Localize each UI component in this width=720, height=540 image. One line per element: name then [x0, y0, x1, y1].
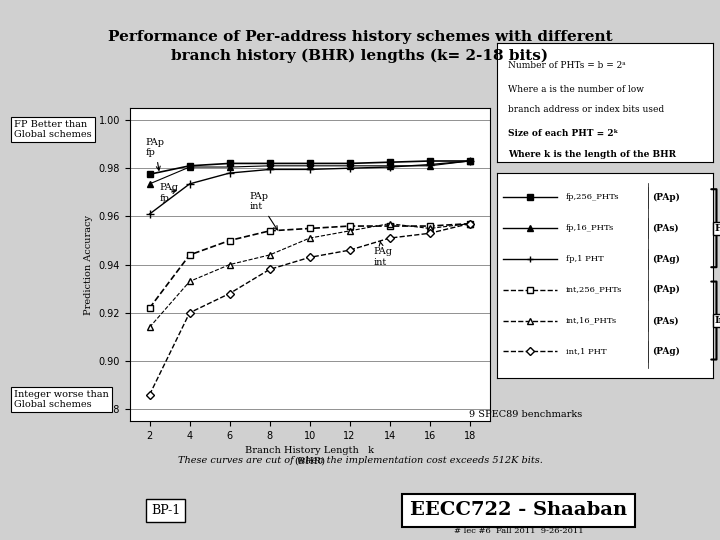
- fp,1 PHT (PAg): [265, 166, 274, 173]
- Text: Integer worse than
Global schemes: Integer worse than Global schemes: [14, 390, 109, 409]
- int,256_PHTs (PAp): [346, 223, 354, 230]
- Line: int,256_PHTs (PAp): int,256_PHTs (PAp): [146, 220, 473, 312]
- int,256_PHTs (PAp): [225, 237, 234, 244]
- fp,16_PHTs (PAs): [185, 164, 194, 170]
- fp,256_PHTs (PAp): [185, 163, 194, 169]
- Text: fp,1 PHT: fp,1 PHT: [566, 255, 603, 263]
- fp,1 PHT (PAg): [426, 161, 434, 168]
- Text: Performance of Per-address history schemes with different: Performance of Per-address history schem…: [108, 30, 612, 44]
- Text: BP-1: BP-1: [151, 504, 180, 517]
- fp,256_PHTs (PAp): [305, 160, 314, 167]
- fp,256_PHTs (PAp): [346, 160, 354, 167]
- fp,256_PHTs (PAp): [145, 171, 154, 178]
- int,16_PHTs (PAs): [225, 261, 234, 268]
- fp,1 PHT (PAg): [305, 166, 314, 173]
- fp,1 PHT (PAg): [385, 164, 394, 170]
- int,16_PHTs (PAs): [305, 235, 314, 241]
- Line: int,1 PHT (PAg): int,1 PHT (PAg): [147, 221, 472, 397]
- int,16_PHTs (PAs): [426, 225, 434, 232]
- fp,16_PHTs (PAs): [426, 163, 434, 169]
- fp,16_PHTs (PAs): [346, 163, 354, 169]
- int,16_PHTs (PAs): [346, 228, 354, 234]
- Line: fp,1 PHT (PAg): fp,1 PHT (PAg): [145, 157, 474, 218]
- Text: Integer: Integer: [715, 316, 720, 325]
- int,1 PHT (PAg): [426, 230, 434, 237]
- Text: int,16_PHTs: int,16_PHTs: [566, 316, 617, 325]
- Text: PAp
fp: PAp fp: [145, 138, 165, 170]
- int,1 PHT (PAg): [465, 220, 474, 227]
- Line: fp,256_PHTs (PAp): fp,256_PHTs (PAp): [146, 158, 473, 178]
- int,256_PHTs (PAp): [465, 220, 474, 227]
- fp,1 PHT (PAg): [465, 158, 474, 164]
- fp,16_PHTs (PAs): [145, 181, 154, 187]
- int,256_PHTs (PAp): [385, 223, 394, 230]
- int,256_PHTs (PAp): [145, 305, 154, 311]
- int,256_PHTs (PAp): [305, 225, 314, 232]
- int,1 PHT (PAg): [265, 266, 274, 273]
- int,1 PHT (PAg): [185, 309, 194, 316]
- Text: int,256_PHTs: int,256_PHTs: [566, 286, 622, 294]
- Text: fp,16_PHTs: fp,16_PHTs: [566, 224, 614, 232]
- Text: PAg
fp: PAg fp: [160, 184, 179, 202]
- Text: (PAs): (PAs): [652, 316, 679, 325]
- Text: # lec #6  Fall 2011  9-26-2011: # lec #6 Fall 2011 9-26-2011: [454, 526, 583, 535]
- Text: PAp
int: PAp int: [250, 192, 277, 230]
- X-axis label: Branch History Length   k
(BHR): Branch History Length k (BHR): [245, 447, 374, 466]
- int,256_PHTs (PAp): [265, 228, 274, 234]
- fp,256_PHTs (PAp): [426, 158, 434, 164]
- Text: (PAp): (PAp): [652, 285, 680, 294]
- Text: FP: FP: [715, 224, 720, 233]
- int,16_PHTs (PAs): [145, 324, 154, 330]
- Text: fp,256_PHTs: fp,256_PHTs: [566, 193, 619, 201]
- fp,256_PHTs (PAp): [225, 160, 234, 167]
- fp,1 PHT (PAg): [225, 170, 234, 176]
- int,16_PHTs (PAs): [385, 220, 394, 227]
- Line: int,16_PHTs (PAs): int,16_PHTs (PAs): [146, 220, 473, 330]
- Text: (PAp): (PAp): [652, 193, 680, 202]
- fp,1 PHT (PAg): [185, 181, 194, 187]
- Text: Where k is the length of the BHR: Where k is the length of the BHR: [508, 150, 675, 159]
- fp,256_PHTs (PAp): [385, 159, 394, 165]
- Text: PAg
int: PAg int: [374, 241, 392, 267]
- fp,16_PHTs (PAs): [265, 163, 274, 169]
- Text: FP Better than
Global schemes: FP Better than Global schemes: [14, 120, 92, 139]
- fp,16_PHTs (PAs): [225, 164, 234, 170]
- Text: These curves are cut of when the implementation cost exceeds 512K bits.: These curves are cut of when the impleme…: [178, 456, 542, 465]
- int,16_PHTs (PAs): [265, 252, 274, 258]
- fp,16_PHTs (PAs): [305, 163, 314, 169]
- fp,1 PHT (PAg): [346, 165, 354, 172]
- int,256_PHTs (PAp): [185, 252, 194, 258]
- Text: Where a is the number of low: Where a is the number of low: [508, 85, 644, 94]
- int,256_PHTs (PAp): [426, 223, 434, 230]
- Text: (PAg): (PAg): [652, 347, 680, 356]
- Text: branch history (BHR) lengths (k= 2-18 bits): branch history (BHR) lengths (k= 2-18 bi…: [171, 49, 549, 63]
- int,1 PHT (PAg): [305, 254, 314, 261]
- Text: (PAg): (PAg): [652, 254, 680, 264]
- fp,16_PHTs (PAs): [465, 158, 474, 164]
- Text: (PAs): (PAs): [652, 224, 679, 233]
- Text: int,1 PHT: int,1 PHT: [566, 347, 606, 355]
- int,1 PHT (PAg): [346, 247, 354, 253]
- Line: fp,16_PHTs (PAs): fp,16_PHTs (PAs): [146, 158, 473, 187]
- Y-axis label: Prediction Accuracy: Prediction Accuracy: [84, 214, 93, 315]
- Text: branch address or index bits used: branch address or index bits used: [508, 105, 664, 114]
- Text: 9 SPEC89 benchmarks: 9 SPEC89 benchmarks: [469, 410, 582, 420]
- Text: Size of each PHT = 2ᵏ: Size of each PHT = 2ᵏ: [508, 129, 618, 138]
- int,1 PHT (PAg): [225, 291, 234, 297]
- int,1 PHT (PAg): [145, 392, 154, 398]
- fp,1 PHT (PAg): [145, 211, 154, 217]
- Text: EECC722 - Shaaban: EECC722 - Shaaban: [410, 501, 627, 519]
- fp,16_PHTs (PAs): [385, 163, 394, 169]
- Text: Number of PHTs = b = 2ᵃ: Number of PHTs = b = 2ᵃ: [508, 61, 626, 70]
- int,1 PHT (PAg): [385, 235, 394, 241]
- fp,256_PHTs (PAp): [265, 160, 274, 167]
- int,16_PHTs (PAs): [185, 278, 194, 285]
- fp,256_PHTs (PAp): [465, 158, 474, 164]
- int,16_PHTs (PAs): [465, 220, 474, 227]
